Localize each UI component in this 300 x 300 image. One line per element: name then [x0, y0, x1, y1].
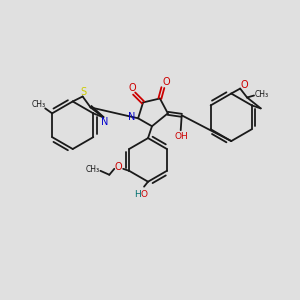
- Text: CH₃: CH₃: [255, 90, 269, 99]
- Text: N: N: [128, 112, 136, 122]
- Text: O: O: [162, 76, 170, 87]
- Text: H: H: [134, 190, 140, 199]
- Text: O: O: [141, 190, 148, 199]
- Text: CH₃: CH₃: [85, 165, 100, 174]
- Text: O: O: [114, 162, 122, 172]
- Text: S: S: [81, 86, 87, 97]
- Text: O: O: [128, 82, 136, 93]
- Text: OH: OH: [175, 132, 189, 141]
- Text: N: N: [100, 117, 108, 127]
- Text: O: O: [240, 80, 248, 90]
- Text: CH₃: CH₃: [31, 100, 45, 109]
